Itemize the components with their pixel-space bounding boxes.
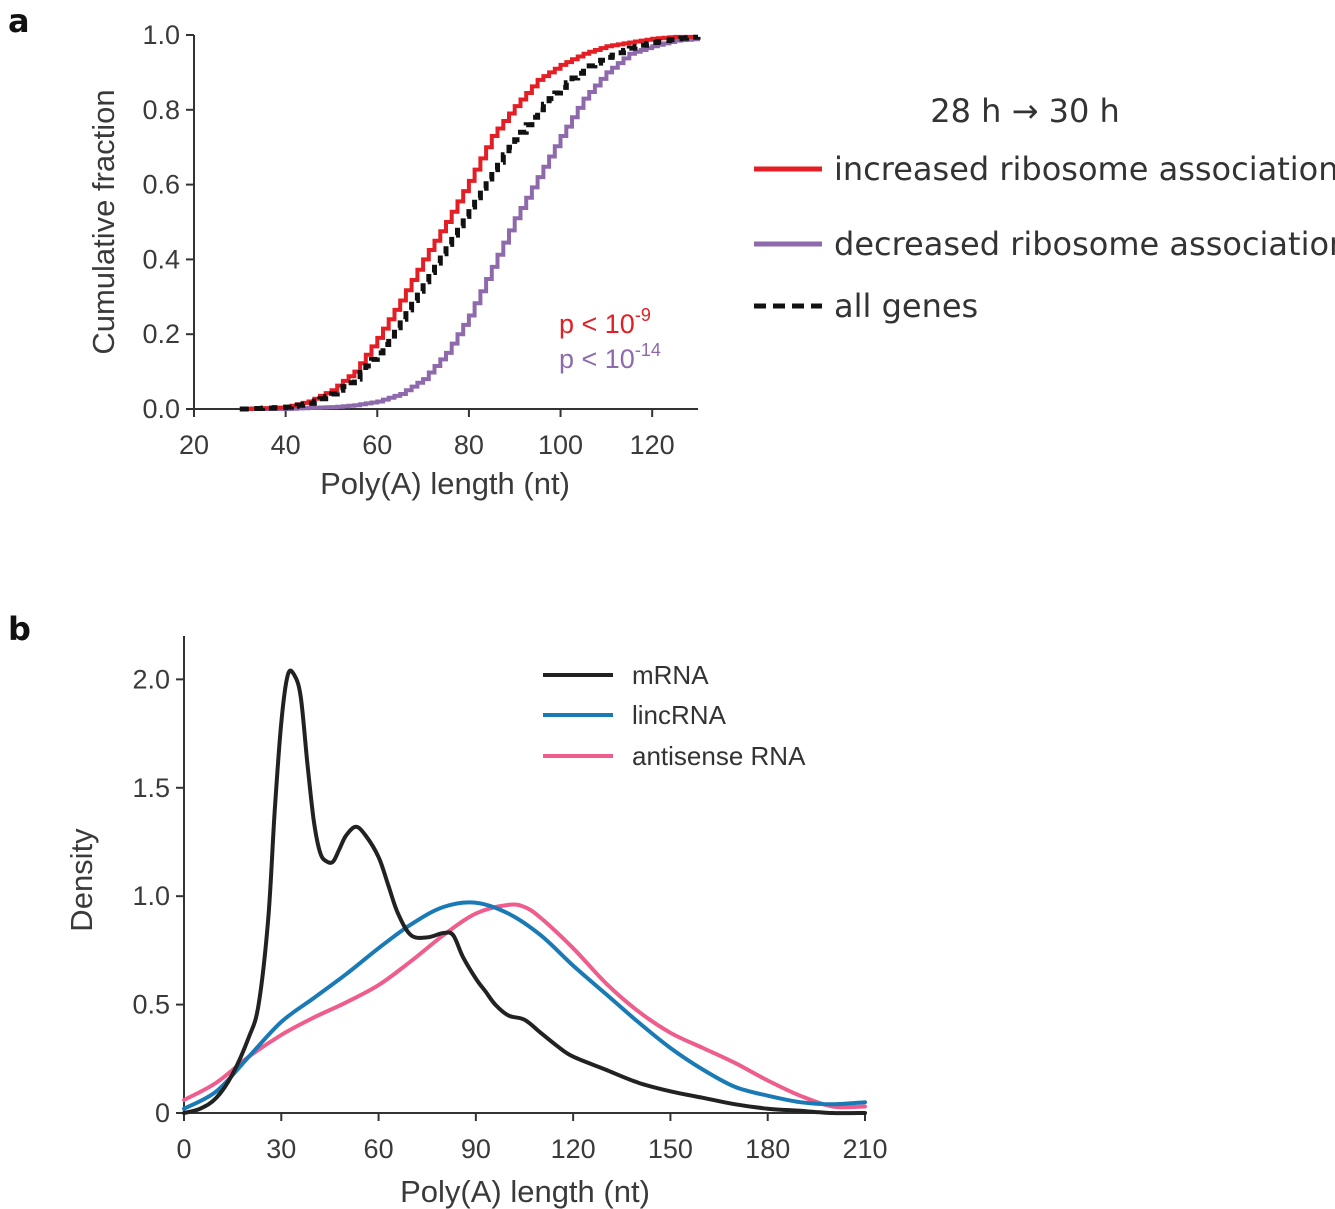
panel-b-x-tick-label: 60	[364, 1134, 394, 1164]
panel-b-x-tick-label: 90	[461, 1134, 491, 1164]
panel-a-x-tick-label: 100	[538, 430, 583, 460]
panel-b-y-tick-label: 0.5	[132, 990, 170, 1020]
panel-a-x-ticks: 20 40 60 80 100 120	[179, 409, 675, 460]
panel-a-y-tick-label: 0.4	[142, 244, 180, 274]
panel-a-x-tick-label: 20	[179, 430, 209, 460]
series-mrna	[182, 668, 867, 1116]
p-value-decreased: p < 10-14	[559, 340, 661, 374]
panel-a-y-axis-title: Cumulative fraction	[86, 89, 121, 354]
legend-label-increased: increased ribosome association	[834, 150, 1335, 188]
panel-b-y-tick-label: 1.5	[132, 773, 170, 803]
panel-b-x-tick-label: 210	[842, 1134, 887, 1164]
series-lincrna	[182, 900, 867, 1111]
panel-a-y-tick-label: 0.6	[142, 170, 180, 200]
panel-a-y-tick-label: 0.0	[142, 394, 180, 424]
legend-label-decreased: decreased ribosome association	[834, 225, 1335, 263]
legend-title: 28 h → 30 h	[930, 92, 1120, 130]
panel-a-x-tick-label: 60	[362, 430, 392, 460]
panel-b-y-tick-label: 2.0	[132, 664, 170, 694]
panel-a-series	[239, 34, 701, 412]
panel-a-x-axis-title: Poly(A) length (nt)	[320, 466, 570, 501]
panel-b-letter: b	[8, 610, 31, 648]
panel-a-y-tick-label: 0.2	[142, 319, 180, 349]
panel-a-letter: a	[8, 2, 30, 40]
series-decreased-ribosome-association	[239, 37, 700, 411]
panel-b-legend: mRNA lincRNA antisense RNA	[543, 660, 806, 771]
panel-b-x-tick-label: 0	[176, 1134, 191, 1164]
panel-b-x-tick-label: 150	[648, 1134, 693, 1164]
panel-a-x-tick-label: 80	[454, 430, 484, 460]
series-increased-ribosome-association	[239, 34, 698, 411]
panel-b-y-tick-label: 0	[155, 1098, 170, 1128]
panel-b-series	[182, 668, 867, 1116]
series-antisense-rna	[182, 902, 867, 1110]
panel-a: a 0.0 0.2 0.4 0.6 0.8 1.0 20 40 60 80 100 120 Poly…	[8, 2, 1335, 501]
panel-b-x-tick-label: 120	[551, 1134, 596, 1164]
legend-label-mrna: mRNA	[632, 660, 709, 690]
panel-a-y-tick-label: 1.0	[142, 20, 180, 50]
panel-b-y-tick-label: 1.0	[132, 881, 170, 911]
panel-a-y-ticks: 0.0 0.2 0.4 0.6 0.8 1.0	[142, 20, 194, 424]
panel-b: b 0 0.5 1.0 1.5 2.0 0 30 60 90 120 150 180 210 Poly…	[8, 610, 888, 1209]
series-all-genes	[239, 34, 701, 412]
panel-b-y-ticks: 0 0.5 1.0 1.5 2.0	[132, 664, 184, 1128]
p-value-increased: p < 10-9	[559, 305, 651, 339]
panel-a-legend: 28 h → 30 h increased ribosome associati…	[754, 92, 1335, 325]
panel-b-x-ticks: 0 30 60 90 120 150 180 210	[176, 1113, 888, 1164]
legend-label-antisense: antisense RNA	[632, 741, 806, 771]
legend-label-all-genes: all genes	[834, 287, 978, 325]
panel-b-x-tick-label: 30	[266, 1134, 296, 1164]
panel-a-x-tick-label: 40	[271, 430, 301, 460]
panel-b-x-axis-title: Poly(A) length (nt)	[400, 1174, 650, 1209]
panel-b-y-axis-title: Density	[64, 828, 99, 932]
panel-a-y-tick-label: 0.8	[142, 95, 180, 125]
panel-b-x-tick-label: 180	[745, 1134, 790, 1164]
legend-label-lincrna: lincRNA	[632, 700, 727, 730]
panel-a-x-tick-label: 120	[630, 430, 675, 460]
